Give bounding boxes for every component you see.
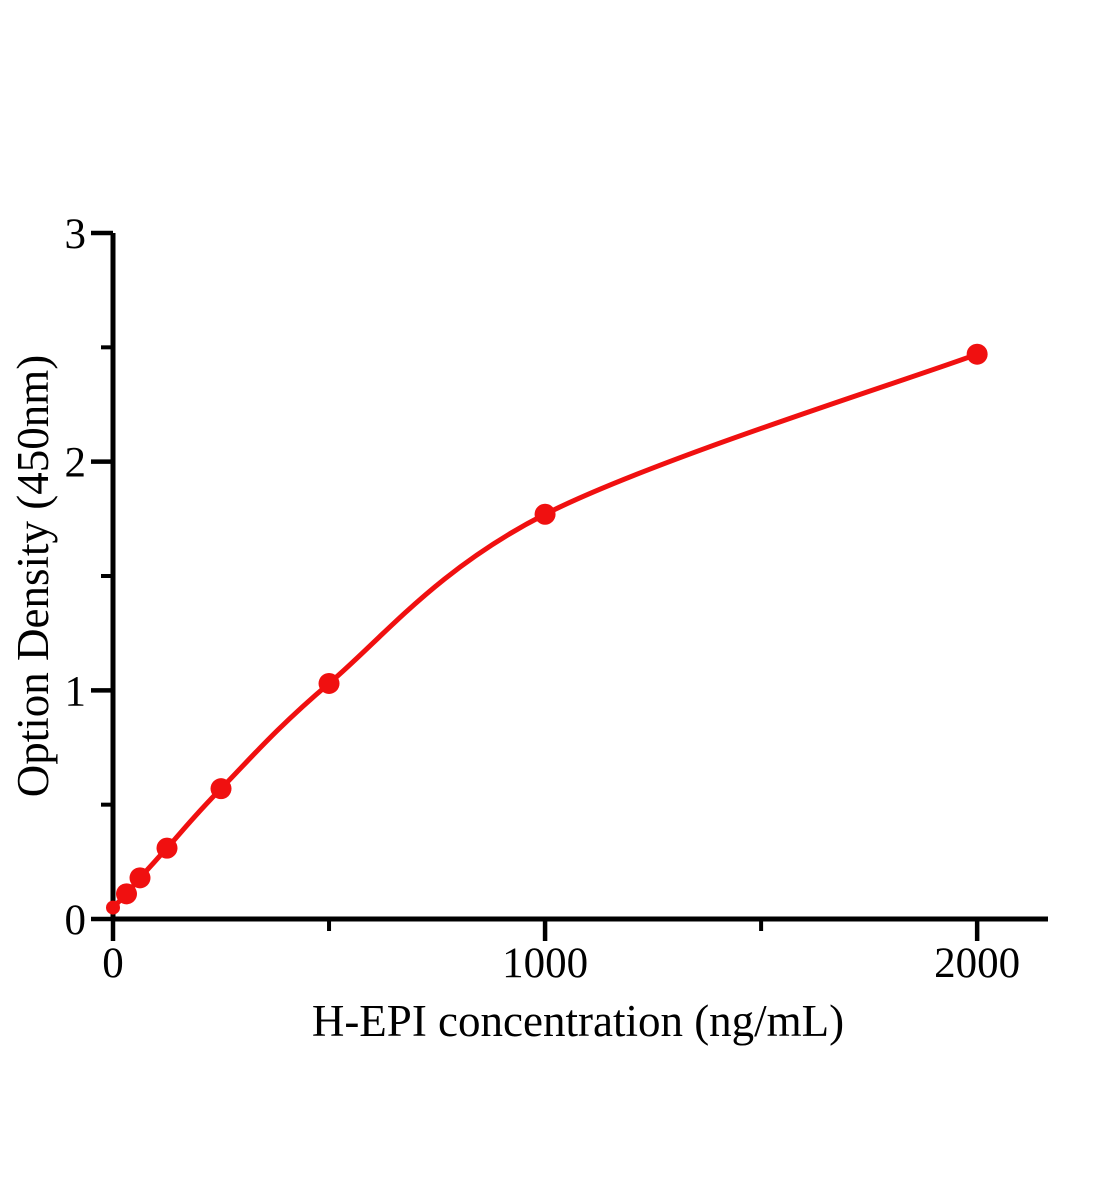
data-point-marker [318, 672, 340, 694]
fitted-curve [110, 351, 980, 911]
y-tick-label: 2 [65, 440, 87, 487]
data-point-marker [534, 503, 556, 525]
data-series [106, 343, 988, 915]
y-tick-label: 0 [65, 897, 87, 944]
axes [110, 233, 1048, 922]
data-point-marker [966, 343, 988, 365]
axis-ticks [91, 230, 980, 941]
x-tick-label: 1000 [502, 940, 588, 987]
x-tick-label: 0 [102, 940, 124, 987]
data-point-marker [116, 883, 138, 905]
data-point-marker [129, 867, 151, 889]
data-point-marker [106, 900, 120, 915]
y-tick-label: 1 [65, 668, 87, 715]
x-axis-title: H-EPI concentration (ng/mL) [312, 996, 844, 1046]
y-tick-label: 3 [65, 211, 87, 258]
y-axis-title: Option Density (450nm) [8, 355, 58, 797]
x-tick-label: 2000 [934, 940, 1020, 987]
data-point-marker [210, 778, 232, 800]
tick-labels: 0 1000 2000 0 1 2 3 [65, 211, 1021, 987]
data-point-marker [156, 837, 178, 859]
